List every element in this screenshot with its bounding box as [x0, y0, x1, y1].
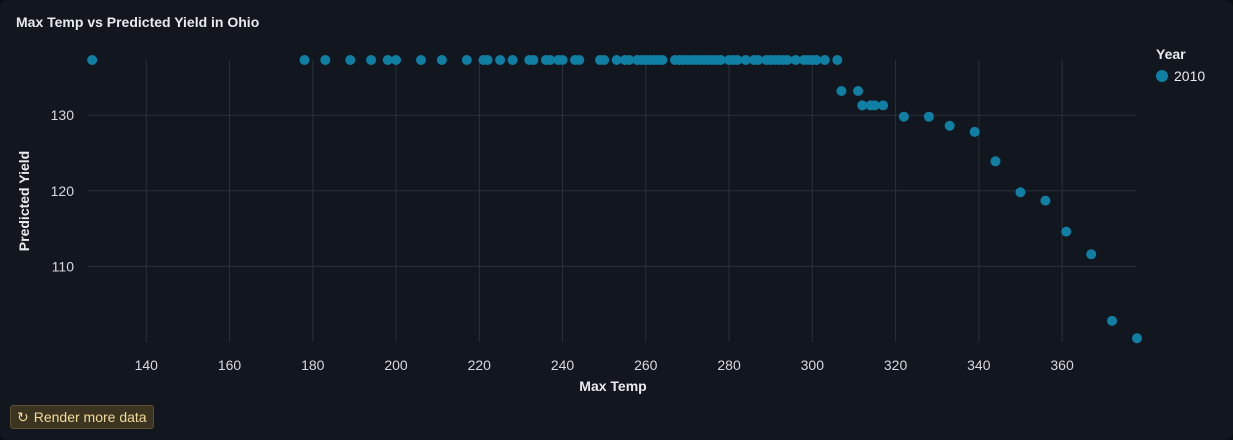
legend-item-2010[interactable]: 2010 [1156, 68, 1205, 84]
data-point[interactable] [557, 55, 568, 65]
data-point[interactable] [657, 55, 668, 65]
x-tick-label: 140 [135, 357, 159, 373]
x-tick-label: 200 [384, 357, 408, 373]
data-point[interactable] [611, 55, 622, 65]
x-tick-label: 220 [468, 357, 492, 373]
data-point[interactable] [382, 55, 393, 65]
data-point[interactable] [836, 85, 847, 96]
y-tick-label: 130 [51, 107, 75, 123]
data-point[interactable] [969, 126, 980, 137]
data-point[interactable] [1040, 195, 1051, 206]
x-tick-label: 160 [218, 357, 242, 373]
x-tick-label: 300 [801, 357, 825, 373]
legend-label: 2010 [1174, 68, 1206, 84]
render-more-button[interactable]: ↻ Render more data [10, 405, 154, 429]
chart-title: Max Temp vs Predicted Yield in Ohio [16, 14, 260, 30]
data-point[interactable] [528, 55, 539, 65]
data-point[interactable] [898, 111, 909, 122]
data-point[interactable] [507, 55, 518, 65]
data-point[interactable] [878, 100, 889, 111]
data-point[interactable] [599, 55, 610, 65]
data-point[interactable] [436, 55, 447, 65]
x-tick-label: 180 [301, 357, 325, 373]
render-more-label: Render more data [33, 409, 147, 425]
x-tick-label: 260 [634, 357, 658, 373]
data-point[interactable] [782, 55, 793, 65]
data-point[interactable] [391, 55, 402, 65]
data-point[interactable] [1132, 333, 1142, 344]
data-point[interactable] [990, 156, 1001, 167]
data-point[interactable] [461, 55, 472, 65]
data-point[interactable] [545, 55, 556, 65]
data-point[interactable] [1015, 187, 1026, 198]
data-point[interactable] [923, 111, 934, 122]
data-point[interactable] [944, 120, 955, 131]
data-point[interactable] [857, 100, 868, 111]
data-point[interactable] [1086, 249, 1097, 260]
data-point[interactable] [715, 55, 726, 65]
data-point[interactable] [366, 55, 377, 65]
data-point[interactable] [624, 55, 635, 65]
data-point[interactable] [740, 55, 751, 65]
x-tick-label: 280 [717, 357, 741, 373]
x-tick-label: 340 [967, 357, 991, 373]
data-point[interactable] [832, 55, 843, 65]
y-tick-label: 110 [52, 258, 75, 274]
y-tick-label: 120 [51, 183, 75, 199]
data-point[interactable] [1107, 315, 1118, 326]
y-axis-label: Predicted Yield [16, 151, 32, 251]
legend: Year 2010 [1156, 46, 1205, 84]
data-point[interactable] [299, 55, 310, 65]
x-tick-label: 360 [1050, 357, 1074, 373]
data-point[interactable] [819, 55, 830, 65]
data-point[interactable] [753, 55, 764, 65]
grid-lines [88, 60, 1137, 342]
axis-ticks: 140 160 180 200 220 240 260 280 300 320 340 360 110 1… [51, 107, 1074, 373]
x-axis-label: Max Temp [579, 378, 646, 394]
data-point[interactable] [732, 55, 743, 65]
data-point[interactable] [87, 55, 98, 65]
data-point[interactable] [482, 55, 493, 65]
refresh-icon: ↻ [17, 408, 29, 425]
data-point[interactable] [1061, 226, 1072, 237]
data-point[interactable] [416, 55, 427, 65]
data-point[interactable] [853, 85, 864, 96]
x-tick-label: 240 [551, 357, 575, 373]
data-point[interactable] [320, 55, 331, 65]
data-point[interactable] [495, 55, 506, 65]
data-points [87, 55, 1142, 344]
data-point[interactable] [869, 100, 880, 111]
data-point[interactable] [811, 55, 822, 65]
legend-swatch [1156, 70, 1168, 82]
data-point[interactable] [790, 55, 801, 65]
data-point[interactable] [345, 55, 356, 65]
x-tick-label: 320 [884, 357, 908, 373]
legend-title: Year [1156, 46, 1186, 62]
data-point[interactable] [574, 55, 585, 65]
